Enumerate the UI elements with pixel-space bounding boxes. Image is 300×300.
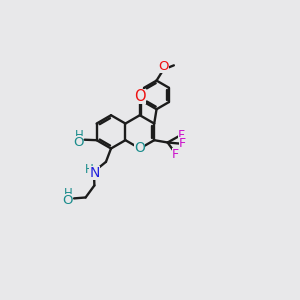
Text: H: H bbox=[85, 163, 93, 176]
Text: O: O bbox=[159, 60, 169, 73]
Text: H: H bbox=[64, 187, 73, 200]
Text: H: H bbox=[75, 129, 83, 142]
Text: F: F bbox=[179, 137, 186, 150]
Text: O: O bbox=[73, 136, 83, 148]
Text: F: F bbox=[172, 148, 179, 161]
Text: F: F bbox=[178, 129, 185, 142]
Text: O: O bbox=[134, 142, 145, 155]
Text: O: O bbox=[62, 194, 73, 207]
Text: N: N bbox=[89, 166, 100, 180]
Text: O: O bbox=[134, 88, 146, 104]
